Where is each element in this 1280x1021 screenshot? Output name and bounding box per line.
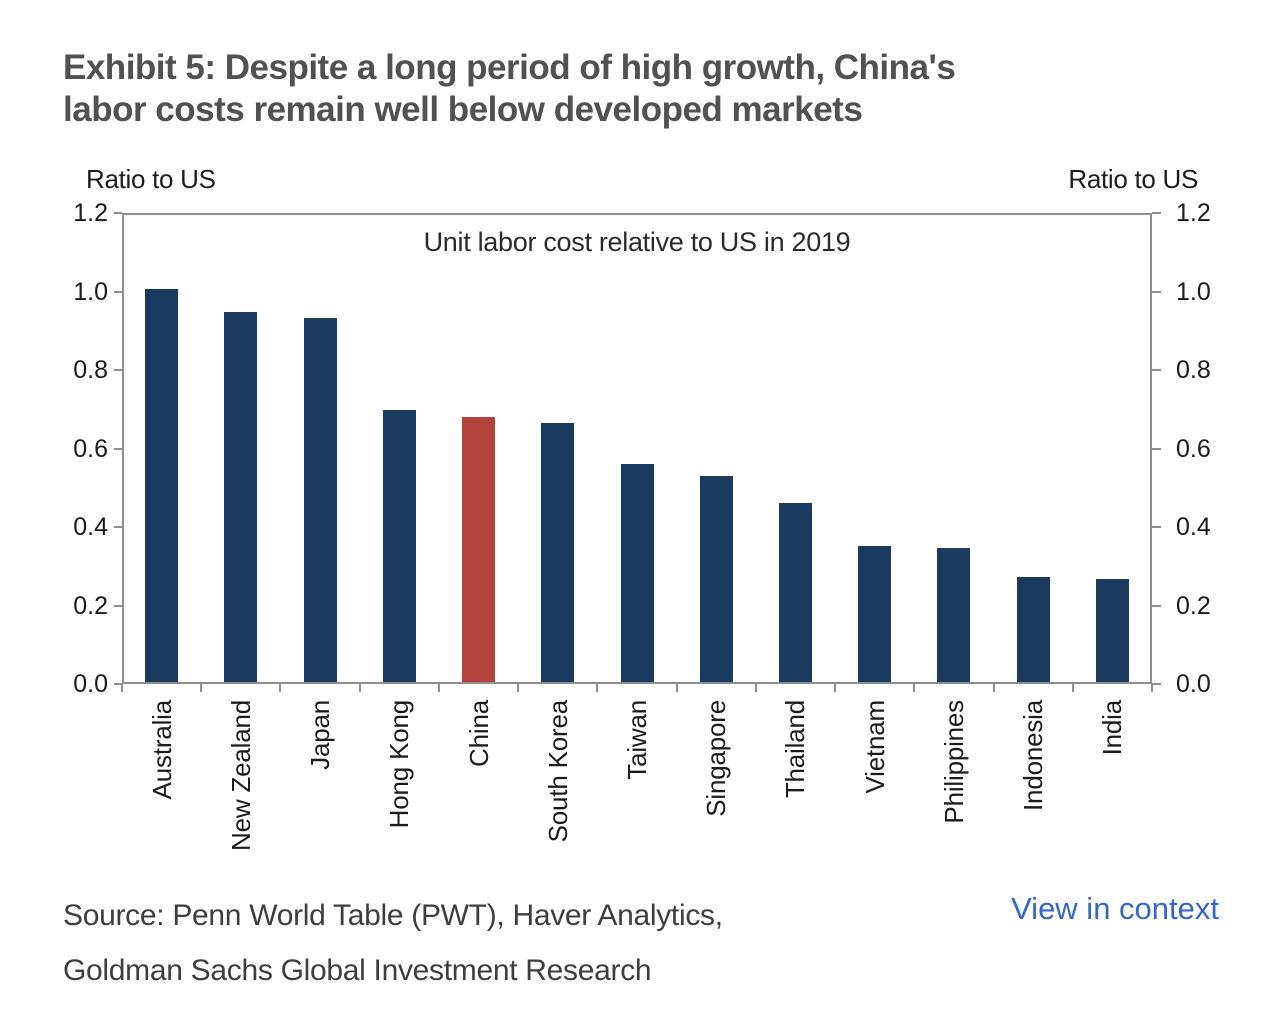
chart-subtitle: Unit labor cost relative to US in 2019 — [423, 227, 851, 257]
x-label-text: Japan — [305, 700, 336, 770]
y-tick-right — [1152, 604, 1161, 607]
source-line-1: Source: Penn World Table (PWT), Haver An… — [63, 899, 723, 932]
x-tick — [675, 684, 678, 692]
x-label-text: New Zealand — [225, 700, 256, 851]
bar-china — [462, 417, 496, 682]
y-tick-left — [114, 369, 122, 371]
y-tick-left — [114, 604, 122, 607]
x-label-text: Australia — [146, 700, 177, 800]
x-tick — [834, 684, 837, 692]
y-tick-label-left: 0.6 — [73, 434, 108, 463]
y-tick-label-right: 0.6 — [1176, 434, 1211, 463]
y-tick-right — [1152, 526, 1161, 528]
view-in-context-link[interactable]: View in context — [1011, 891, 1219, 926]
y-tick-label-right: 0.2 — [1176, 591, 1211, 620]
bar-south-korea — [541, 423, 575, 682]
x-tick — [279, 684, 282, 692]
x-label-text: Thailand — [780, 700, 811, 799]
x-tick — [754, 684, 757, 692]
x-tick — [358, 684, 361, 692]
x-tick — [517, 684, 520, 692]
exhibit-title: Exhibit 5: Despite a long period of high… — [63, 47, 1163, 131]
x-tick — [200, 684, 203, 692]
x-label-text: India — [1097, 700, 1128, 756]
y-tick-label-right: 0.8 — [1176, 356, 1211, 384]
y-tick-label-left: 0.4 — [73, 513, 108, 541]
right-axis-caption: Ratio to US — [1068, 164, 1198, 194]
source-text: Source: Penn World Table (PWT), Haver An… — [63, 888, 723, 998]
bar-philippines — [937, 547, 971, 682]
y-tick-left — [114, 526, 122, 528]
y-tick-left — [114, 447, 122, 450]
bar-thailand — [778, 502, 812, 682]
bar-india — [1095, 578, 1129, 682]
bar-taiwan — [620, 464, 654, 682]
x-label-text: Singapore — [701, 700, 732, 817]
y-tick-label-left: 0.0 — [73, 670, 108, 698]
y-tick-left — [114, 212, 122, 214]
bar-australia — [145, 288, 179, 682]
x-tick — [596, 684, 599, 692]
y-tick-left — [114, 683, 122, 685]
bar-japan — [303, 318, 337, 682]
y-tick-label-left: 0.8 — [73, 356, 108, 384]
exhibit-title-line-1: Exhibit 5: Despite a long period of high… — [63, 48, 956, 87]
y-tick-label-left: 1.0 — [73, 277, 108, 306]
bar-vietnam — [858, 545, 892, 682]
y-tick-label-right: 0.0 — [1176, 670, 1211, 698]
y-tick-label-right: 1.0 — [1176, 277, 1211, 306]
y-tick-right — [1152, 369, 1161, 371]
y-tick-label-right: 0.4 — [1176, 513, 1211, 541]
bar-indonesia — [1016, 576, 1050, 682]
x-label-text: Vietnam — [859, 700, 890, 794]
x-label-text: Indonesia — [1018, 700, 1049, 811]
x-label-text: China — [463, 700, 494, 767]
x-label-text: South Korea — [542, 700, 573, 843]
x-label-text: Philippines — [938, 700, 969, 824]
x-tick — [1071, 684, 1074, 692]
x-tick — [121, 684, 123, 692]
y-tick-label-right: 1.2 — [1176, 199, 1211, 227]
source-line-2: Goldman Sachs Global Investment Research — [63, 954, 652, 987]
x-tick — [913, 684, 916, 692]
y-tick-right — [1152, 212, 1161, 214]
y-tick-label-left: 1.2 — [73, 199, 108, 227]
x-tick — [1151, 684, 1153, 692]
bar-hong-kong — [382, 409, 416, 682]
x-label-text: Hong Kong — [384, 700, 415, 829]
y-tick-right — [1152, 290, 1161, 293]
y-tick-label-left: 0.2 — [73, 591, 108, 620]
y-tick-right — [1152, 683, 1161, 685]
y-tick-right — [1152, 447, 1161, 450]
y-tick-left — [114, 290, 122, 293]
bar-singapore — [699, 475, 733, 682]
x-tick — [437, 684, 440, 692]
left-axis-caption: Ratio to US — [86, 164, 216, 194]
bar-new-zealand — [224, 312, 258, 682]
exhibit-title-line-2: labor costs remain well below developed … — [63, 90, 863, 129]
x-label-text: Taiwan — [622, 700, 652, 780]
x-tick — [992, 684, 995, 692]
